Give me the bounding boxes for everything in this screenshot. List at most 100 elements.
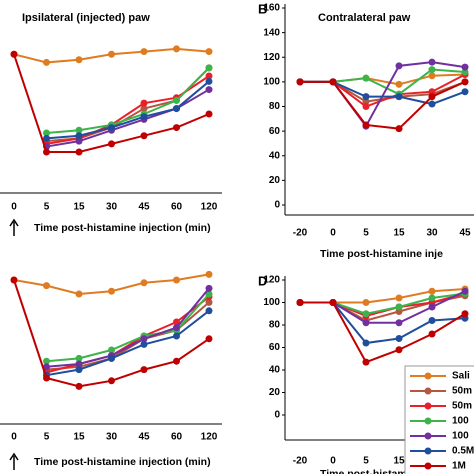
data-point [75,132,83,140]
data-point [395,62,403,70]
data-point [43,374,50,382]
data-point [75,354,83,362]
series-line [46,287,210,368]
panel-title: Ipsilateral (injected) paw [22,12,150,24]
data-point [205,307,213,315]
x-tick-label: 15 [73,432,85,443]
x-tick-label: 5 [363,456,369,467]
legend-label: 50m [452,386,472,397]
legend-label: Sali [452,371,470,382]
data-point [75,148,83,156]
data-point [75,290,83,298]
data-point [140,279,148,287]
data-point [173,96,180,104]
data-point [173,357,180,365]
data-point [108,124,115,132]
data-point [362,339,370,347]
data-point [75,382,83,390]
data-point [173,332,180,340]
data-point [205,284,213,292]
legend-marker [424,387,432,395]
data-point [395,346,403,354]
data-point [205,110,213,118]
data-point [362,98,370,106]
x-axis-label: Time post-histamine inje [320,468,443,474]
x-tick-label: 0 [330,228,336,239]
data-point [205,48,213,56]
data-point [173,124,180,132]
y-tick-label: 40 [269,365,281,376]
data-point [75,137,83,145]
x-tick-label: 15 [393,228,405,239]
series-line [46,310,210,377]
series-line [46,67,210,134]
legend-label: 100 [452,416,469,427]
panel-title: Contralateral paw [318,12,411,24]
y-tick-label: 0 [274,410,280,421]
x-tick-label: 0 [11,432,17,443]
y-tick-label: 80 [269,101,281,112]
series-line [46,88,210,148]
data-point [140,48,148,56]
data-point [428,294,436,302]
data-point [205,64,213,72]
data-point [205,77,213,85]
y-tick-label: 20 [269,175,281,186]
data-point [173,45,180,53]
data-point [108,346,115,354]
data-point [173,318,180,326]
data-point [296,78,304,86]
x-axis-label: Time post-histamine injection (min) [34,222,211,234]
data-point [43,134,50,142]
series-line [300,80,466,130]
data-point [362,319,370,327]
x-tick-label: 30 [106,432,118,443]
data-point [428,330,436,338]
y-tick-label: 60 [269,126,281,137]
data-point [428,66,436,74]
data-point [428,100,436,108]
data-point [10,276,18,284]
x-tick-label: 15 [393,456,405,467]
x-tick-label: 45 [459,228,471,239]
x-tick-label: 45 [138,432,150,443]
data-point [395,125,403,133]
data-point [428,287,436,295]
data-point [205,298,213,306]
data-point [395,80,403,88]
data-point [10,50,18,58]
data-point [362,310,370,318]
y-tick-label: 140 [263,27,280,38]
data-point [395,335,403,342]
data-point [140,105,148,113]
data-point [75,126,83,134]
legend-label: 1M [452,461,466,472]
x-tick-label: 30 [426,228,438,239]
data-point [173,276,180,284]
data-point [43,282,50,290]
data-point [140,340,148,348]
data-point [428,317,436,324]
data-point [461,287,469,295]
data-point [108,354,115,362]
data-point [43,129,50,137]
series-line [300,80,466,103]
data-point [428,58,436,66]
data-point [461,63,469,71]
y-tick-label: 100 [263,77,280,88]
data-point [362,93,370,101]
x-tick-label: -20 [293,228,308,239]
data-point [43,58,50,66]
data-point [205,72,213,80]
x-tick-label: 5 [44,202,50,213]
data-point [75,366,83,374]
x-tick-label: 0 [11,202,17,213]
data-point [75,360,83,368]
x-axis-label: Time post-histamine injection (min) [34,456,211,468]
legend-label: 100 [452,431,469,442]
data-point [362,299,370,306]
x-tick-label: 60 [171,202,183,213]
data-point [362,358,370,366]
legend-marker [424,402,432,410]
